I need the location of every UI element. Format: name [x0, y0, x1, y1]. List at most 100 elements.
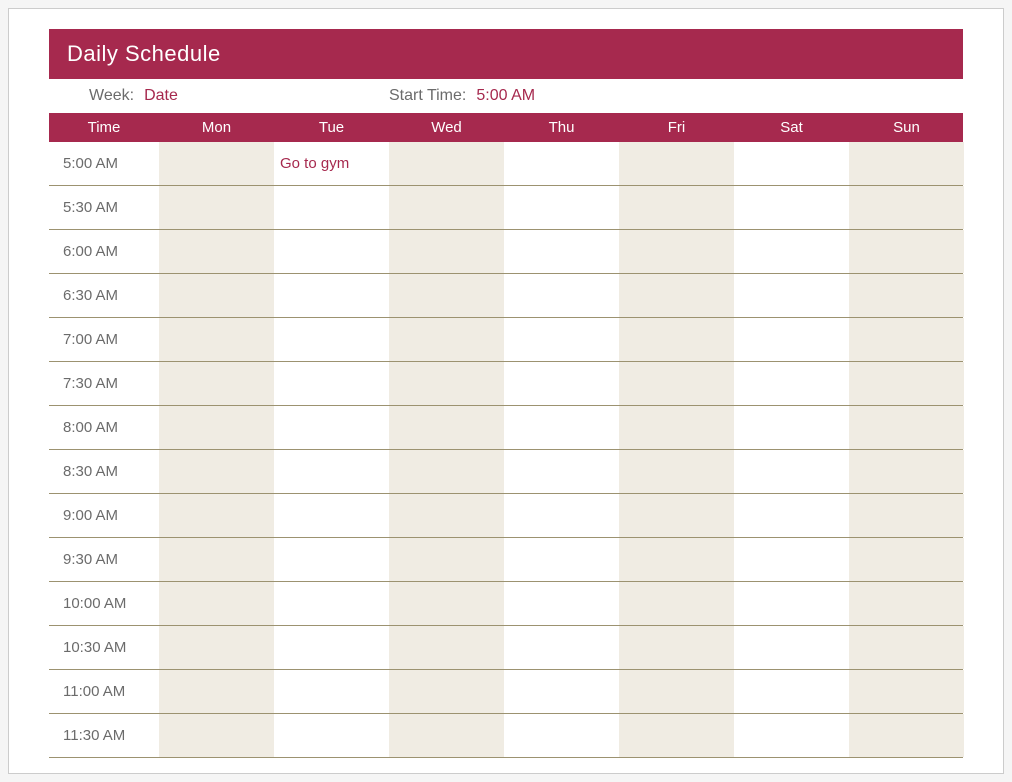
schedule-cell[interactable] [504, 626, 619, 669]
schedule-cell[interactable] [619, 318, 734, 361]
schedule-cell[interactable] [734, 186, 849, 229]
schedule-cell[interactable] [274, 714, 389, 757]
schedule-cell[interactable] [159, 494, 274, 537]
schedule-cell[interactable] [504, 538, 619, 581]
schedule-cell[interactable] [504, 494, 619, 537]
schedule-cell[interactable] [159, 670, 274, 713]
schedule-cell[interactable] [274, 494, 389, 537]
schedule-cell[interactable] [504, 230, 619, 273]
schedule-cell[interactable] [504, 450, 619, 493]
schedule-cell[interactable] [849, 670, 964, 713]
schedule-cell[interactable] [159, 406, 274, 449]
schedule-cell[interactable] [389, 142, 504, 185]
schedule-cell[interactable] [619, 582, 734, 625]
schedule-cell[interactable] [849, 274, 964, 317]
schedule-cell[interactable] [734, 142, 849, 185]
schedule-cell[interactable] [734, 362, 849, 405]
schedule-cell[interactable] [849, 626, 964, 669]
week-value[interactable]: Date [140, 87, 182, 105]
schedule-cell[interactable] [734, 714, 849, 757]
schedule-cell[interactable] [734, 406, 849, 449]
schedule-cell[interactable] [849, 142, 964, 185]
schedule-cell[interactable] [849, 714, 964, 757]
schedule-cell[interactable] [159, 318, 274, 361]
schedule-cell[interactable] [274, 186, 389, 229]
schedule-cell[interactable] [619, 714, 734, 757]
schedule-cell[interactable] [159, 626, 274, 669]
schedule-cell[interactable] [619, 362, 734, 405]
schedule-cell[interactable] [734, 582, 849, 625]
schedule-cell[interactable]: Go to gym [274, 142, 389, 185]
schedule-cell[interactable] [159, 714, 274, 757]
schedule-cell[interactable] [619, 450, 734, 493]
schedule-cell[interactable] [274, 450, 389, 493]
schedule-cell[interactable] [849, 406, 964, 449]
schedule-cell[interactable] [389, 582, 504, 625]
schedule-cell[interactable] [274, 670, 389, 713]
schedule-cell[interactable] [274, 626, 389, 669]
schedule-cell[interactable] [734, 626, 849, 669]
schedule-cell[interactable] [504, 318, 619, 361]
schedule-cell[interactable] [619, 626, 734, 669]
schedule-cell[interactable] [274, 230, 389, 273]
schedule-cell[interactable] [274, 538, 389, 581]
schedule-cell[interactable] [389, 230, 504, 273]
schedule-cell[interactable] [504, 582, 619, 625]
schedule-cell[interactable] [734, 670, 849, 713]
schedule-cell[interactable] [159, 186, 274, 229]
schedule-cell[interactable] [389, 626, 504, 669]
schedule-cell[interactable] [504, 714, 619, 757]
schedule-cell[interactable] [274, 406, 389, 449]
schedule-cell[interactable] [734, 494, 849, 537]
schedule-cell[interactable] [849, 494, 964, 537]
schedule-cell[interactable] [849, 186, 964, 229]
schedule-cell[interactable] [504, 670, 619, 713]
schedule-cell[interactable] [389, 450, 504, 493]
schedule-cell[interactable] [734, 230, 849, 273]
schedule-cell[interactable] [849, 230, 964, 273]
schedule-cell[interactable] [619, 494, 734, 537]
schedule-cell[interactable] [504, 362, 619, 405]
schedule-cell[interactable] [274, 362, 389, 405]
schedule-cell[interactable] [389, 362, 504, 405]
schedule-cell[interactable] [504, 142, 619, 185]
schedule-cell[interactable] [619, 538, 734, 581]
schedule-cell[interactable] [159, 142, 274, 185]
schedule-cell[interactable] [619, 670, 734, 713]
schedule-cell[interactable] [159, 274, 274, 317]
schedule-cell[interactable] [159, 538, 274, 581]
schedule-cell[interactable] [504, 274, 619, 317]
schedule-cell[interactable] [159, 230, 274, 273]
schedule-cell[interactable] [159, 582, 274, 625]
schedule-cell[interactable] [504, 186, 619, 229]
schedule-cell[interactable] [619, 406, 734, 449]
schedule-cell[interactable] [849, 362, 964, 405]
schedule-cell[interactable] [389, 406, 504, 449]
schedule-cell[interactable] [389, 538, 504, 581]
schedule-cell[interactable] [159, 450, 274, 493]
schedule-cell[interactable] [389, 670, 504, 713]
schedule-cell[interactable] [389, 494, 504, 537]
schedule-cell[interactable] [849, 450, 964, 493]
schedule-cell[interactable] [849, 582, 964, 625]
schedule-cell[interactable] [504, 406, 619, 449]
schedule-cell[interactable] [159, 362, 274, 405]
schedule-cell[interactable] [389, 714, 504, 757]
schedule-cell[interactable] [619, 230, 734, 273]
schedule-cell[interactable] [389, 274, 504, 317]
schedule-cell[interactable] [734, 318, 849, 361]
schedule-cell[interactable] [274, 582, 389, 625]
schedule-cell[interactable] [274, 274, 389, 317]
schedule-cell[interactable] [619, 142, 734, 185]
schedule-cell[interactable] [734, 274, 849, 317]
schedule-cell[interactable] [849, 538, 964, 581]
schedule-cell[interactable] [274, 318, 389, 361]
schedule-cell[interactable] [619, 274, 734, 317]
schedule-cell[interactable] [734, 538, 849, 581]
schedule-cell[interactable] [389, 186, 504, 229]
start-time-value[interactable]: 5:00 AM [472, 87, 539, 105]
schedule-cell[interactable] [849, 318, 964, 361]
schedule-cell[interactable] [619, 186, 734, 229]
schedule-cell[interactable] [389, 318, 504, 361]
schedule-cell[interactable] [734, 450, 849, 493]
